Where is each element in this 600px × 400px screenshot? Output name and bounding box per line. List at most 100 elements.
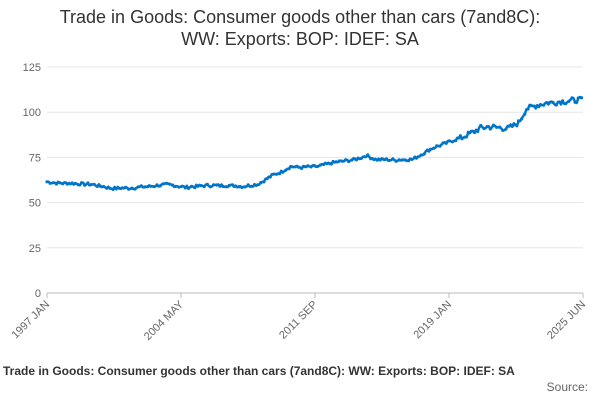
data-point[interactable] xyxy=(491,123,495,127)
data-point[interactable] xyxy=(161,182,165,186)
data-point[interactable] xyxy=(472,130,477,135)
data-point[interactable] xyxy=(136,185,140,189)
data-point[interactable] xyxy=(315,164,319,169)
data-point[interactable] xyxy=(287,167,291,171)
data-point[interactable] xyxy=(372,157,376,162)
data-point[interactable] xyxy=(114,187,118,191)
data-point[interactable] xyxy=(469,129,473,133)
data-point[interactable] xyxy=(328,162,332,166)
data-point[interactable] xyxy=(532,104,536,108)
data-point[interactable] xyxy=(246,183,250,187)
data-point[interactable] xyxy=(86,181,90,185)
data-point[interactable] xyxy=(171,183,175,187)
data-point[interactable] xyxy=(488,127,492,131)
data-point[interactable] xyxy=(526,107,530,111)
data-point[interactable] xyxy=(428,147,433,151)
data-point[interactable] xyxy=(108,186,112,190)
data-point[interactable] xyxy=(278,172,282,176)
data-point[interactable] xyxy=(334,160,338,164)
data-point[interactable] xyxy=(243,185,247,189)
data-point[interactable] xyxy=(485,125,489,129)
data-point[interactable] xyxy=(564,102,568,106)
data-point[interactable] xyxy=(498,125,502,129)
data-point[interactable] xyxy=(133,187,137,191)
data-point[interactable] xyxy=(237,185,241,189)
data-point[interactable] xyxy=(394,159,398,163)
data-point[interactable] xyxy=(435,144,439,148)
data-point[interactable] xyxy=(501,128,505,132)
data-point[interactable] xyxy=(48,181,52,185)
data-point[interactable] xyxy=(344,158,348,162)
data-point[interactable] xyxy=(384,157,389,161)
data-point[interactable] xyxy=(419,153,423,157)
data-point[interactable] xyxy=(54,182,59,186)
data-point[interactable] xyxy=(576,96,580,100)
data-point[interactable] xyxy=(416,155,420,159)
data-point[interactable] xyxy=(422,152,426,156)
data-point[interactable] xyxy=(92,182,96,186)
data-point[interactable] xyxy=(535,104,540,108)
data-point[interactable] xyxy=(105,186,109,190)
data-point[interactable] xyxy=(523,112,527,116)
data-point[interactable] xyxy=(127,187,131,191)
data-point[interactable] xyxy=(224,185,228,189)
data-point[interactable] xyxy=(454,139,458,143)
data-point[interactable] xyxy=(196,184,200,188)
data-point[interactable] xyxy=(466,130,470,134)
data-point[interactable] xyxy=(303,165,307,169)
data-point[interactable] xyxy=(510,124,514,128)
data-point[interactable] xyxy=(234,184,238,188)
data-point[interactable] xyxy=(268,175,272,179)
data-point[interactable] xyxy=(378,158,382,162)
data-point[interactable] xyxy=(227,183,231,188)
data-point[interactable] xyxy=(444,141,448,145)
data-point[interactable] xyxy=(249,184,253,188)
data-point[interactable] xyxy=(218,184,222,188)
data-point[interactable] xyxy=(67,181,71,185)
data-point[interactable] xyxy=(76,183,80,187)
data-point[interactable] xyxy=(64,181,68,185)
data-point[interactable] xyxy=(570,96,574,100)
data-point[interactable] xyxy=(529,103,533,107)
data-point[interactable] xyxy=(142,185,147,189)
data-point[interactable] xyxy=(504,127,508,131)
data-point[interactable] xyxy=(318,163,323,167)
data-point[interactable] xyxy=(130,186,134,190)
data-point[interactable] xyxy=(306,164,310,168)
data-point[interactable] xyxy=(457,136,461,140)
data-point[interactable] xyxy=(168,182,172,186)
data-point[interactable] xyxy=(450,140,455,144)
data-point[interactable] xyxy=(362,155,367,159)
data-point[interactable] xyxy=(183,186,187,190)
data-point[interactable] xyxy=(98,184,102,188)
data-point[interactable] xyxy=(180,184,184,188)
data-point[interactable] xyxy=(309,165,313,169)
data-point[interactable] xyxy=(397,158,401,162)
data-point[interactable] xyxy=(347,160,351,164)
data-point[interactable] xyxy=(406,159,411,163)
data-point[interactable] xyxy=(539,103,543,107)
data-point[interactable] xyxy=(403,158,407,162)
data-point[interactable] xyxy=(208,185,213,189)
data-point[interactable] xyxy=(312,163,316,168)
data-point[interactable] xyxy=(120,186,124,190)
data-point[interactable] xyxy=(520,117,524,121)
data-point[interactable] xyxy=(375,158,379,162)
data-point[interactable] xyxy=(325,162,329,166)
data-point[interactable] xyxy=(567,99,571,103)
data-point[interactable] xyxy=(322,162,326,167)
data-point[interactable] xyxy=(356,156,360,160)
data-point[interactable] xyxy=(517,119,521,123)
data-point[interactable] xyxy=(400,158,404,162)
data-point[interactable] xyxy=(369,157,373,161)
data-point[interactable] xyxy=(89,183,93,187)
data-point[interactable] xyxy=(476,129,480,134)
data-point[interactable] xyxy=(438,144,442,148)
data-point[interactable] xyxy=(494,125,499,129)
data-point[interactable] xyxy=(340,159,345,163)
data-point[interactable] xyxy=(262,180,266,184)
data-point[interactable] xyxy=(155,183,159,187)
data-point[interactable] xyxy=(551,100,555,105)
data-point[interactable] xyxy=(482,126,486,131)
data-point[interactable] xyxy=(274,172,279,176)
